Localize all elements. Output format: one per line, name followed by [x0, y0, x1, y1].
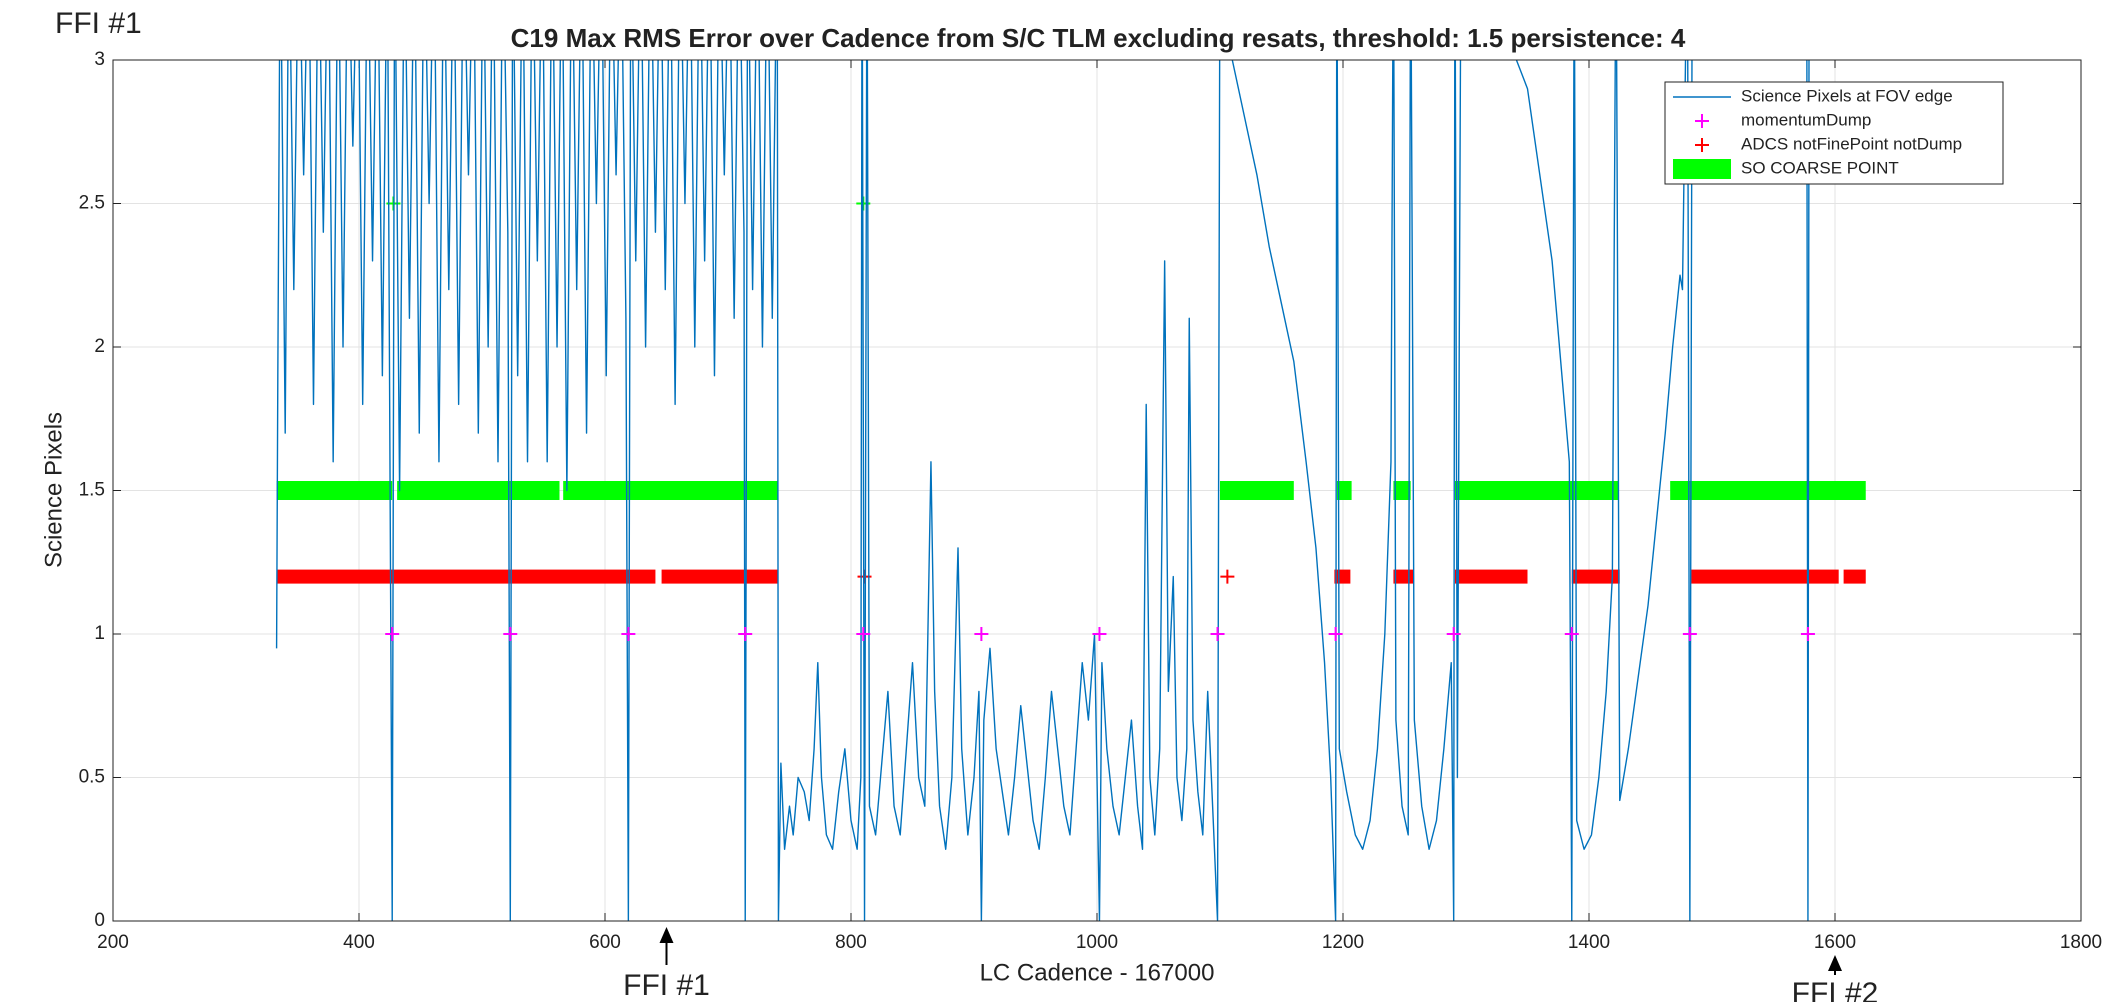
x-tick-label: 1400 — [1568, 932, 1610, 953]
plot-area — [275, 60, 1866, 921]
marker — [1328, 627, 1343, 641]
interval-bar — [661, 569, 779, 584]
y-tick-label: 1 — [94, 623, 105, 644]
x-tick-label: 1000 — [1076, 932, 1118, 953]
x-tick-label: 200 — [97, 932, 129, 953]
y-tick-label: 2.5 — [79, 193, 105, 214]
legend-symbol — [1695, 138, 1709, 152]
y-tick-label: 1.5 — [79, 480, 105, 501]
annotation-arrow-head — [1828, 955, 1842, 971]
x-tick-label: 800 — [835, 932, 867, 953]
marker — [1800, 627, 1815, 641]
x-tick-label: 400 — [343, 932, 375, 953]
marker — [1092, 627, 1107, 641]
legend-label: ADCS notFinePoint notDump — [1741, 134, 1962, 153]
marker — [503, 627, 518, 641]
legend-symbol — [1673, 159, 1731, 179]
data-line — [275, 60, 1810, 921]
annotation-label: FFI #1 — [623, 969, 710, 1002]
interval-bar — [276, 569, 656, 584]
interval-bar — [1393, 569, 1414, 584]
x-tick-label: 1800 — [2060, 932, 2102, 953]
y-tick-label: 0 — [94, 910, 105, 931]
marker — [1446, 627, 1461, 641]
legend-label: Science Pixels at FOV edge — [1741, 86, 1953, 105]
interval-bar — [563, 481, 779, 500]
interval-bar — [1691, 569, 1839, 584]
corner-label: FFI #1 — [55, 7, 142, 40]
interval-bar — [1336, 481, 1352, 500]
marker — [856, 627, 871, 641]
annotation-arrow-head — [659, 927, 674, 943]
interval-bar — [397, 481, 560, 500]
marker — [385, 627, 400, 641]
x-tick-label: 1200 — [1322, 932, 1364, 953]
y-axis-label: Science Pixels — [40, 412, 67, 568]
annotation-label: FFI #2 — [1792, 977, 1879, 1002]
x-tick-label: 600 — [589, 932, 621, 953]
marker — [974, 627, 989, 641]
interval-bar — [1393, 481, 1411, 500]
legend-label: momentumDump — [1741, 110, 1871, 129]
legend-label: SO COARSE POINT — [1741, 158, 1899, 177]
interval-bar — [1843, 569, 1866, 584]
y-tick-label: 3 — [94, 49, 105, 70]
interval-bar — [1454, 569, 1528, 584]
axes-box — [112, 59, 2082, 922]
interval-bar — [1334, 569, 1351, 584]
legend-symbol — [1695, 114, 1709, 128]
y-tick-label: 2 — [94, 336, 105, 357]
x-axis-label: LC Cadence - 167000 — [980, 959, 1215, 986]
marker — [738, 627, 753, 641]
x-tick-label: 1600 — [1814, 932, 1856, 953]
marker — [1682, 627, 1697, 641]
interval-bar — [1571, 569, 1620, 584]
chart-title: C19 Max RMS Error over Cadence from S/C … — [511, 23, 1686, 53]
marker — [1210, 627, 1225, 641]
interval-bar — [276, 481, 393, 500]
marker — [1220, 569, 1235, 584]
interval-bar — [1220, 481, 1294, 500]
legend: Science Pixels at FOV edge momentumDump AD… — [1664, 81, 2004, 185]
interval-bar — [1454, 481, 1619, 500]
marker — [1564, 627, 1579, 641]
interval-bar — [1670, 481, 1866, 500]
marker — [621, 627, 636, 641]
y-tick-label: 0.5 — [79, 767, 105, 788]
